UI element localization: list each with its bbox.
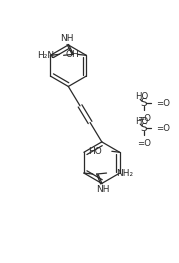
Text: HO: HO [135,92,149,101]
Text: =O: =O [137,139,151,148]
Text: =O: =O [137,114,151,123]
Text: =O: =O [156,124,170,133]
Text: NH₂: NH₂ [116,169,134,178]
Text: HO: HO [135,117,149,126]
Text: NH: NH [96,185,109,194]
Text: OH: OH [65,50,79,59]
Text: H₂N: H₂N [38,51,55,60]
Text: S: S [141,123,147,133]
Text: NH: NH [60,34,73,43]
Text: =O: =O [156,99,170,108]
Text: S: S [141,98,147,108]
Text: HO: HO [88,147,102,156]
